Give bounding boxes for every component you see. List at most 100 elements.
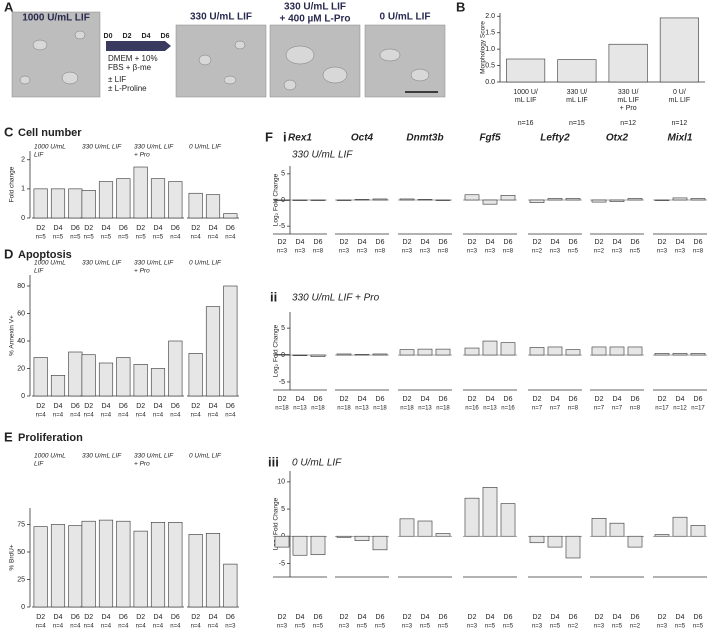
x-tick-label: D2	[468, 396, 477, 403]
x-tick-label: D2	[340, 239, 349, 246]
n-label: n=5	[357, 624, 368, 630]
bar	[591, 199, 607, 203]
n-label: n=4	[170, 413, 181, 419]
y-tick-label: 1.0	[485, 46, 495, 53]
panel-label: ii	[270, 289, 277, 304]
n-label: n=5	[118, 235, 129, 241]
x-tick-label: D6	[71, 614, 80, 621]
group-title: LIF	[34, 268, 44, 275]
bar	[292, 354, 308, 356]
n-label: n=3	[612, 249, 623, 255]
bar	[98, 519, 114, 608]
y-axis-label: Morphology Score	[480, 21, 487, 74]
bar	[310, 199, 326, 201]
bar	[168, 340, 183, 397]
n-label: n=5	[70, 235, 81, 241]
n-label: n=4	[225, 235, 236, 241]
panel-label: F	[265, 129, 273, 144]
x-tick-label: D4	[551, 396, 560, 403]
n-label: n=3	[277, 624, 288, 630]
bar	[482, 199, 498, 205]
x-tick-label: D2	[136, 403, 145, 410]
n-label: n=18	[436, 406, 450, 412]
x-tick-label: D4	[102, 403, 111, 410]
bar	[116, 357, 131, 397]
timeline-day: D6	[161, 33, 170, 40]
x-tick-label: D6	[71, 403, 80, 410]
bar	[482, 487, 498, 537]
bar	[690, 353, 706, 356]
y-tick-label: 0.5	[485, 62, 495, 69]
x-tick-label: D6	[504, 396, 513, 403]
n-label: n=4	[53, 413, 64, 419]
n-label: n=12	[620, 120, 636, 127]
gene-name: Fgf5	[479, 133, 501, 144]
n-label: n=7	[612, 406, 623, 412]
x-tick-label: D4	[551, 239, 560, 246]
panel-label: E	[4, 429, 13, 444]
x-tick-label: D6	[226, 614, 235, 621]
bar	[464, 347, 480, 356]
bar	[150, 521, 166, 608]
y-axis-label: Fold change	[9, 166, 16, 202]
bar	[354, 535, 370, 541]
y-tick-label: 0	[281, 352, 285, 359]
gene-name: Oct4	[351, 133, 374, 144]
bar	[133, 530, 148, 608]
y-tick-label: 60	[17, 310, 25, 317]
x-tick-label: D4	[209, 614, 218, 621]
y-tick-label: 0	[21, 215, 25, 222]
bar	[292, 199, 308, 201]
x-tick-label: D6	[569, 396, 578, 403]
group-title: 330 U/mL LIF	[82, 144, 122, 151]
x-tick-label: D6	[71, 225, 80, 232]
bar	[500, 194, 516, 201]
group-title: LIF	[34, 152, 44, 159]
n-label: n=7	[594, 406, 605, 412]
bar	[565, 535, 581, 559]
n-label: n=4	[101, 624, 112, 630]
n-label: n=4	[191, 624, 202, 630]
x-tick-label: D4	[154, 225, 163, 232]
x-tick-label: D2	[533, 239, 542, 246]
n-label: n=3	[225, 624, 236, 630]
n-label: n=3	[402, 249, 413, 255]
n-label: n=13	[483, 406, 497, 412]
x-tick-label: mL LIF	[669, 97, 691, 104]
n-label: n=13	[355, 406, 369, 412]
bar	[223, 213, 238, 219]
x-tick-label: D2	[595, 239, 604, 246]
n-label: n=4	[208, 413, 219, 419]
x-tick-label: D4	[209, 403, 218, 410]
x-tick-label: D6	[376, 239, 385, 246]
n-label: n=3	[550, 249, 561, 255]
n-label: n=5	[101, 235, 112, 241]
panel-subtitle: 0 U/mL LIF	[292, 458, 342, 469]
panel-subtitle: 330 U/mL LIF	[292, 150, 353, 161]
x-tick-label: D6	[314, 396, 323, 403]
timeline-arrow	[106, 41, 171, 51]
bar	[654, 199, 670, 201]
bar	[354, 199, 370, 201]
n-label: n=4	[84, 624, 95, 630]
x-tick-label: D4	[486, 396, 495, 403]
bar	[609, 522, 625, 537]
n-label: n=5	[84, 235, 95, 241]
x-tick-label: D2	[403, 396, 412, 403]
n-label: n=16	[518, 120, 534, 127]
panel-label: i	[283, 129, 287, 144]
group-title: 1000 U/mL	[34, 260, 66, 267]
n-label: n=4	[70, 413, 81, 419]
n-label: n=12	[673, 406, 687, 412]
bar	[690, 198, 706, 201]
timeline-day: D2	[123, 33, 132, 40]
bar	[223, 563, 238, 608]
n-label: n=3	[357, 249, 368, 255]
n-label: n=4	[191, 413, 202, 419]
bar	[609, 346, 625, 356]
bar	[435, 348, 451, 356]
n-label: n=18	[311, 406, 325, 412]
panel-subtitle: 330 U/mL LIF + Pro	[292, 293, 380, 304]
group-title: LIF	[34, 461, 44, 468]
